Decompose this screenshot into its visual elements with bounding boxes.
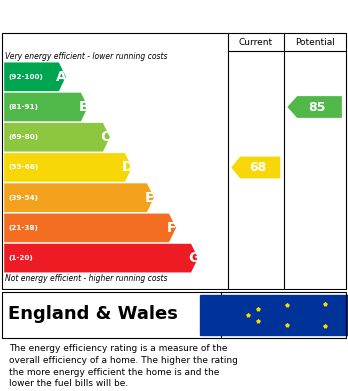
Text: 68: 68 xyxy=(249,161,266,174)
Polygon shape xyxy=(4,93,88,121)
Polygon shape xyxy=(4,213,176,242)
Polygon shape xyxy=(4,244,198,273)
Polygon shape xyxy=(4,153,132,182)
Text: (92-100): (92-100) xyxy=(8,74,43,80)
Text: (21-38): (21-38) xyxy=(8,225,38,231)
Text: (55-68): (55-68) xyxy=(8,165,39,170)
Polygon shape xyxy=(4,63,66,91)
Polygon shape xyxy=(4,183,154,212)
Text: (39-54): (39-54) xyxy=(8,195,38,201)
Text: Energy Efficiency Rating: Energy Efficiency Rating xyxy=(9,9,230,23)
Polygon shape xyxy=(4,123,110,152)
Text: E: E xyxy=(145,191,155,204)
Polygon shape xyxy=(287,96,342,118)
Text: (81-91): (81-91) xyxy=(8,104,38,110)
Text: Very energy efficient - lower running costs: Very energy efficient - lower running co… xyxy=(5,52,168,61)
Text: Current: Current xyxy=(239,38,273,47)
Text: F: F xyxy=(167,221,176,235)
Text: D: D xyxy=(122,160,134,174)
Polygon shape xyxy=(231,156,280,178)
Text: C: C xyxy=(101,130,111,144)
Text: G: G xyxy=(188,251,199,265)
Text: The energy efficiency rating is a measure of the
overall efficiency of a home. T: The energy efficiency rating is a measur… xyxy=(9,344,238,389)
Text: Potential: Potential xyxy=(295,38,334,47)
Text: Not energy efficient - higher running costs: Not energy efficient - higher running co… xyxy=(5,274,168,283)
Text: A: A xyxy=(56,70,67,84)
Text: B: B xyxy=(78,100,89,114)
Bar xyxy=(200,295,348,335)
Text: (1-20): (1-20) xyxy=(8,255,33,261)
Text: England & Wales: England & Wales xyxy=(8,305,177,323)
Text: (69-80): (69-80) xyxy=(8,134,39,140)
Text: 85: 85 xyxy=(308,100,325,113)
Text: 2002/91/EC: 2002/91/EC xyxy=(226,317,278,326)
Text: EU Directive: EU Directive xyxy=(226,305,282,314)
